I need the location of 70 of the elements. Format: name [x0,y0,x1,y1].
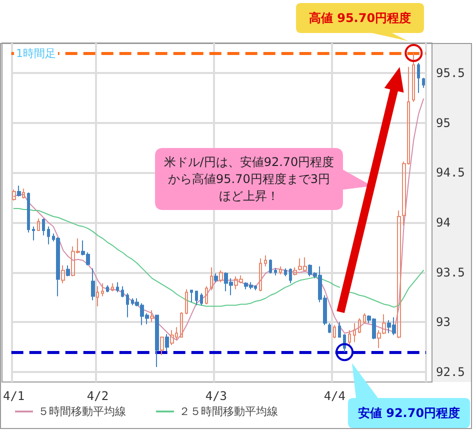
candlestick [185,288,188,315]
y-tick-label: 92.5 [436,365,465,380]
candlestick [106,284,109,293]
candlestick [289,268,292,284]
candlestick [116,282,119,293]
candlestick [150,310,154,323]
candlestick [155,314,159,368]
candlestick [61,264,65,284]
y-tick-label: 94 [436,215,450,230]
candlestick [96,286,99,307]
x-tick-label: 4/1 [2,389,25,403]
legend-label: ５時間移動平均線 [38,405,126,418]
candlestick [37,218,40,231]
candlestick [214,272,218,283]
candlestick [111,282,114,292]
candlestick [205,286,208,305]
candlestick [190,290,193,303]
x-tick-label: 4/2 [86,389,109,403]
chart-title: 1時間足 [14,46,58,61]
y-tick-label: 93.5 [436,265,465,280]
candlestick [363,312,366,324]
candlestick [219,270,223,283]
candlestick [274,268,277,276]
x-tick-label: 4/3 [205,389,228,403]
candlestick [17,185,21,198]
candlestick [269,258,272,274]
candlestick [170,330,174,346]
candlestick [293,266,297,276]
candlestick [56,236,60,297]
candlestick [101,282,104,297]
candlestick [264,254,267,267]
candlestick [259,258,262,292]
candlestick [284,268,287,277]
annotation: 米ドル/円は、安値92.70円程度から高値95.70円程度まで3円ほど上昇！ [163,154,335,205]
candlestick [358,318,361,334]
candlestick [126,292,129,318]
candlestick [165,334,169,352]
candlestick [47,226,50,245]
candlestick [91,268,95,301]
candlestick [180,312,183,338]
candlestick [32,226,35,241]
candlestick [412,52,415,102]
candlestick [328,322,331,334]
candlestick [397,210,401,339]
y-tick-label: 95 [436,116,450,130]
candlestick [66,264,70,277]
candlestick [12,189,16,202]
candlestick [333,324,336,339]
candlestick [42,218,45,236]
candlestick [27,192,30,233]
y-tick-label: 93 [436,315,450,330]
ref-line-label: 安値 92.70円程度 [356,405,462,422]
candlestick [417,62,420,94]
candlestick [195,290,198,306]
y-tick-label: 94.5 [436,166,465,180]
ref-line-label: 高値 95.70円程度 [308,10,412,27]
y-tick-label: 95.5 [436,66,465,80]
candlestick [22,188,25,200]
x-tick-label: 4/4 [324,389,346,403]
candlestick [210,266,213,291]
candlestick [353,322,356,343]
line-series [13,98,424,341]
candlestick [160,336,164,356]
legend-label: ２５時間移動平均線 [179,405,278,418]
candlestick [338,322,341,338]
candlestick [422,77,425,88]
candlestick [348,330,351,348]
candlestick [200,292,203,306]
candlestick [279,266,282,275]
candlestick [121,286,124,298]
